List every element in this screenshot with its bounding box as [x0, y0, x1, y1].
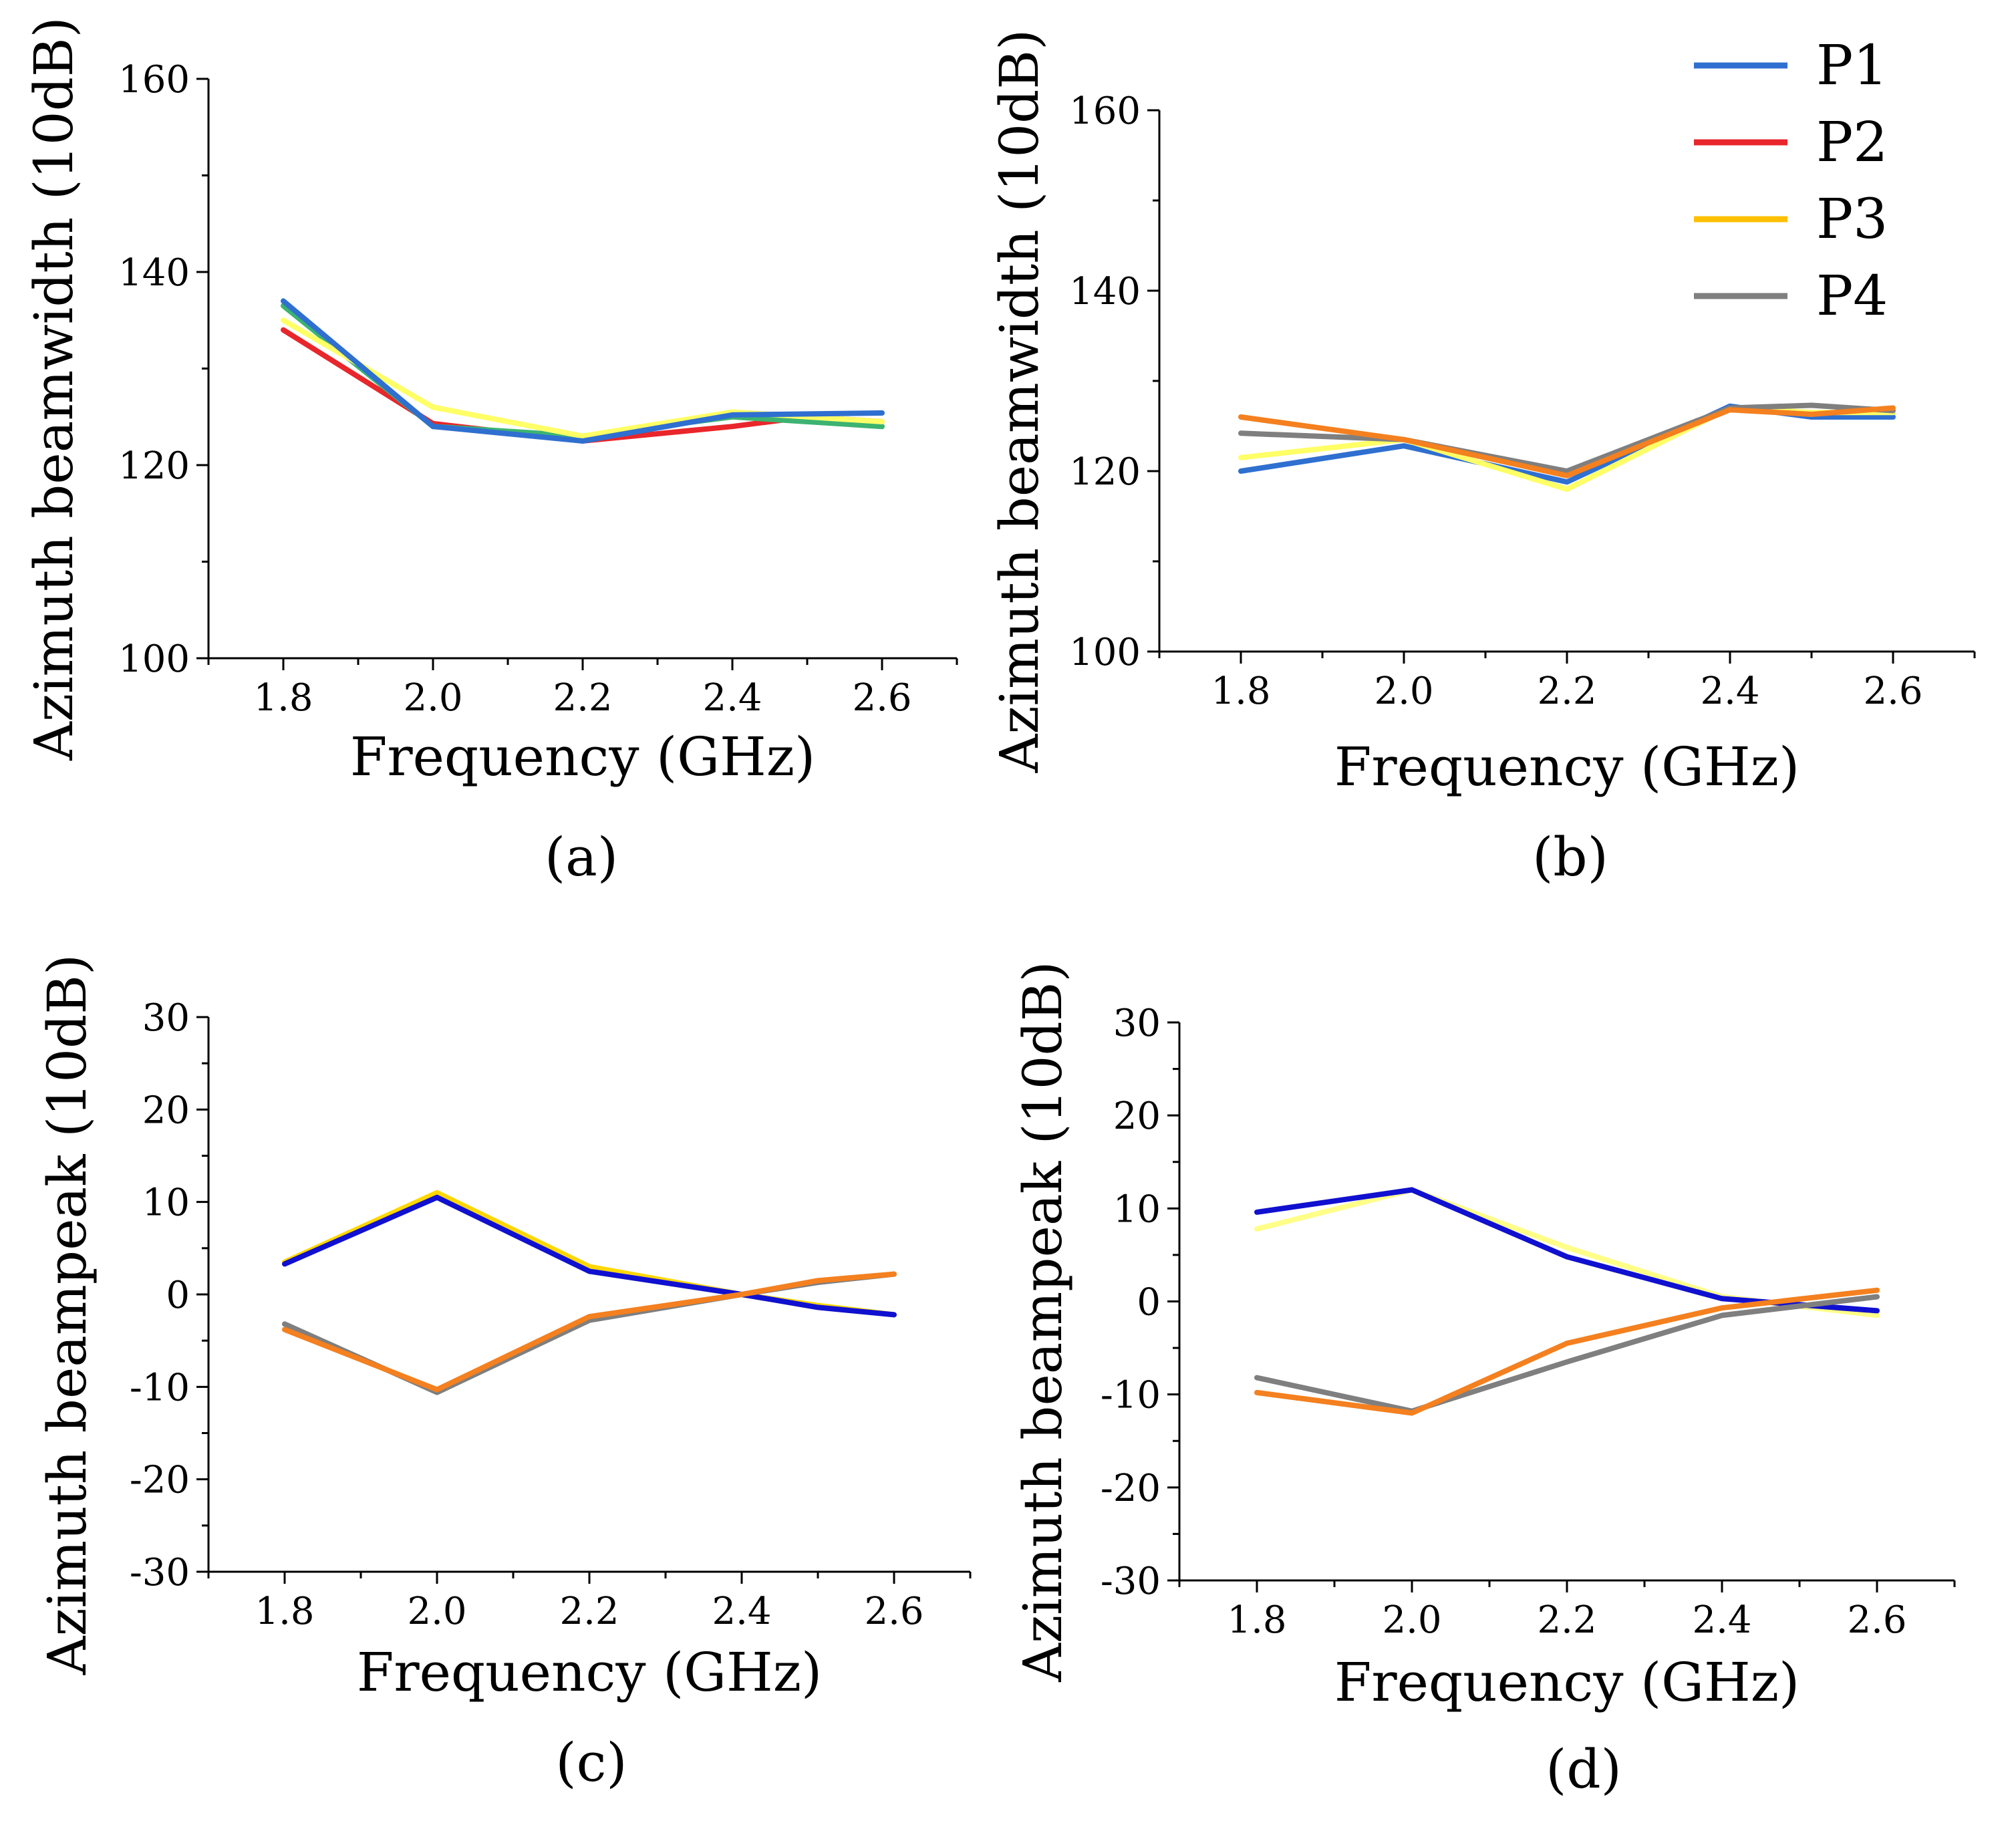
- y-tick-label: 120: [1069, 450, 1141, 494]
- chart-panel-b: 100 120 140 160 1.8 2.0 2.2 2.4 2.6 Frequency (GH…: [988, 29, 1976, 888]
- x-tick-label: 2.2: [1537, 1598, 1596, 1642]
- y-tick-label: 10: [142, 1181, 190, 1225]
- series-line-p2: [1254, 1287, 1880, 1416]
- chart-panel-d: -30 -20 -10 0 10 20 30 1.8 2.0 2.2 2.4 2.6 Frequency…: [1012, 961, 1956, 1800]
- x-tick-label: 2.0: [403, 676, 462, 720]
- series-line-p3: [1254, 1187, 1880, 1318]
- x-tick-label: 1.8: [253, 676, 313, 720]
- series-line-p2: [281, 327, 885, 444]
- series-line-p3: [282, 1189, 897, 1318]
- x-tick-label: 2.4: [712, 1590, 771, 1633]
- x-tick-label: 2.6: [1847, 1598, 1906, 1642]
- x-tick-label: 2.6: [852, 676, 911, 720]
- y-tick-label: 20: [142, 1089, 190, 1132]
- x-axis-title: Frequency (GHz): [357, 1641, 822, 1703]
- y-tick-label: -10: [1101, 1374, 1161, 1417]
- series-line-p4: [1254, 1294, 1880, 1414]
- y-tick-label: -20: [130, 1459, 190, 1502]
- y-tick-label: 10: [1113, 1187, 1161, 1231]
- legend-label-p3: P3: [1816, 188, 1888, 251]
- legend-label-p2: P2: [1816, 111, 1888, 174]
- y-tick-label: -30: [130, 1551, 190, 1594]
- x-axis-title: Frequency (GHz): [1334, 1651, 1799, 1713]
- y-tick-label: 0: [166, 1274, 190, 1317]
- y-axis-title: Azimuth beampeak (10dB): [36, 954, 98, 1675]
- y-tick-label: 20: [1113, 1095, 1161, 1138]
- series-line-p2: [282, 1271, 897, 1393]
- series-line-p1: [281, 298, 885, 444]
- x-tick-label: 2.2: [553, 676, 612, 720]
- series-line-p4: [282, 1271, 897, 1395]
- y-tick-label: 120: [118, 444, 190, 488]
- chart-panel-c: -30 -20 -10 0 10 20 30 1.8 2.0 2.2 2.4 2.6 Frequency…: [36, 954, 972, 1794]
- y-tick-label: 0: [1137, 1281, 1161, 1324]
- panel-label: (c): [555, 1731, 627, 1794]
- x-axis-title: Frequency (GHz): [1334, 736, 1799, 798]
- y-tick-label: -20: [1101, 1467, 1161, 1510]
- x-tick-label: 2.4: [702, 676, 762, 720]
- y-axis-title: Azimuth beamwidth (10dB): [988, 29, 1050, 774]
- series-line-p1: [282, 1194, 897, 1318]
- legend-label-p1: P1: [1816, 34, 1888, 98]
- x-tick-label: 2.2: [559, 1590, 619, 1633]
- y-axis-title: Azimuth beamwidth (10dB): [23, 17, 85, 761]
- x-tick-label: 2.0: [1374, 670, 1433, 713]
- x-tick-label: 1.8: [1211, 670, 1270, 713]
- chart-panel-a: 100 120 140 160 1.8 2.0 2.2 2.4 2.6 Frequency (GH…: [23, 17, 958, 888]
- y-tick-label: 160: [1069, 90, 1141, 133]
- x-tick-label: 1.8: [255, 1590, 314, 1633]
- x-axis-title: Frequency (GHz): [350, 726, 815, 788]
- series-line-p2: [1238, 405, 1896, 478]
- x-tick-label: 1.8: [1227, 1598, 1286, 1642]
- y-tick-label: 160: [118, 58, 190, 102]
- x-tick-label: 2.4: [1692, 1598, 1751, 1642]
- panel-label: (d): [1546, 1738, 1622, 1800]
- y-axis-title: Azimuth beampeak (10dB): [1012, 961, 1074, 1682]
- y-tick-label: 100: [1069, 631, 1141, 674]
- series-line-p4: [1238, 402, 1896, 474]
- y-tick-label: -10: [130, 1366, 190, 1409]
- y-tick-label: 100: [118, 638, 190, 681]
- panel-label: (a): [545, 826, 618, 888]
- y-tick-label: 140: [118, 251, 190, 295]
- y-tick-label: -30: [1101, 1560, 1161, 1603]
- x-tick-label: 2.0: [1382, 1598, 1441, 1642]
- y-tick-label: 30: [142, 996, 190, 1040]
- x-tick-label: 2.6: [864, 1590, 923, 1633]
- legend: P1 P2 P3 P4: [1694, 34, 1888, 328]
- y-tick-label: 30: [1113, 1002, 1161, 1045]
- x-tick-label: 2.2: [1537, 670, 1596, 713]
- x-tick-label: 2.0: [407, 1590, 466, 1633]
- x-tick-label: 2.6: [1863, 670, 1922, 713]
- y-tick-label: 140: [1069, 270, 1141, 313]
- legend-label-p4: P4: [1816, 265, 1888, 328]
- panel-label: (b): [1532, 826, 1608, 888]
- x-tick-label: 2.4: [1700, 670, 1759, 713]
